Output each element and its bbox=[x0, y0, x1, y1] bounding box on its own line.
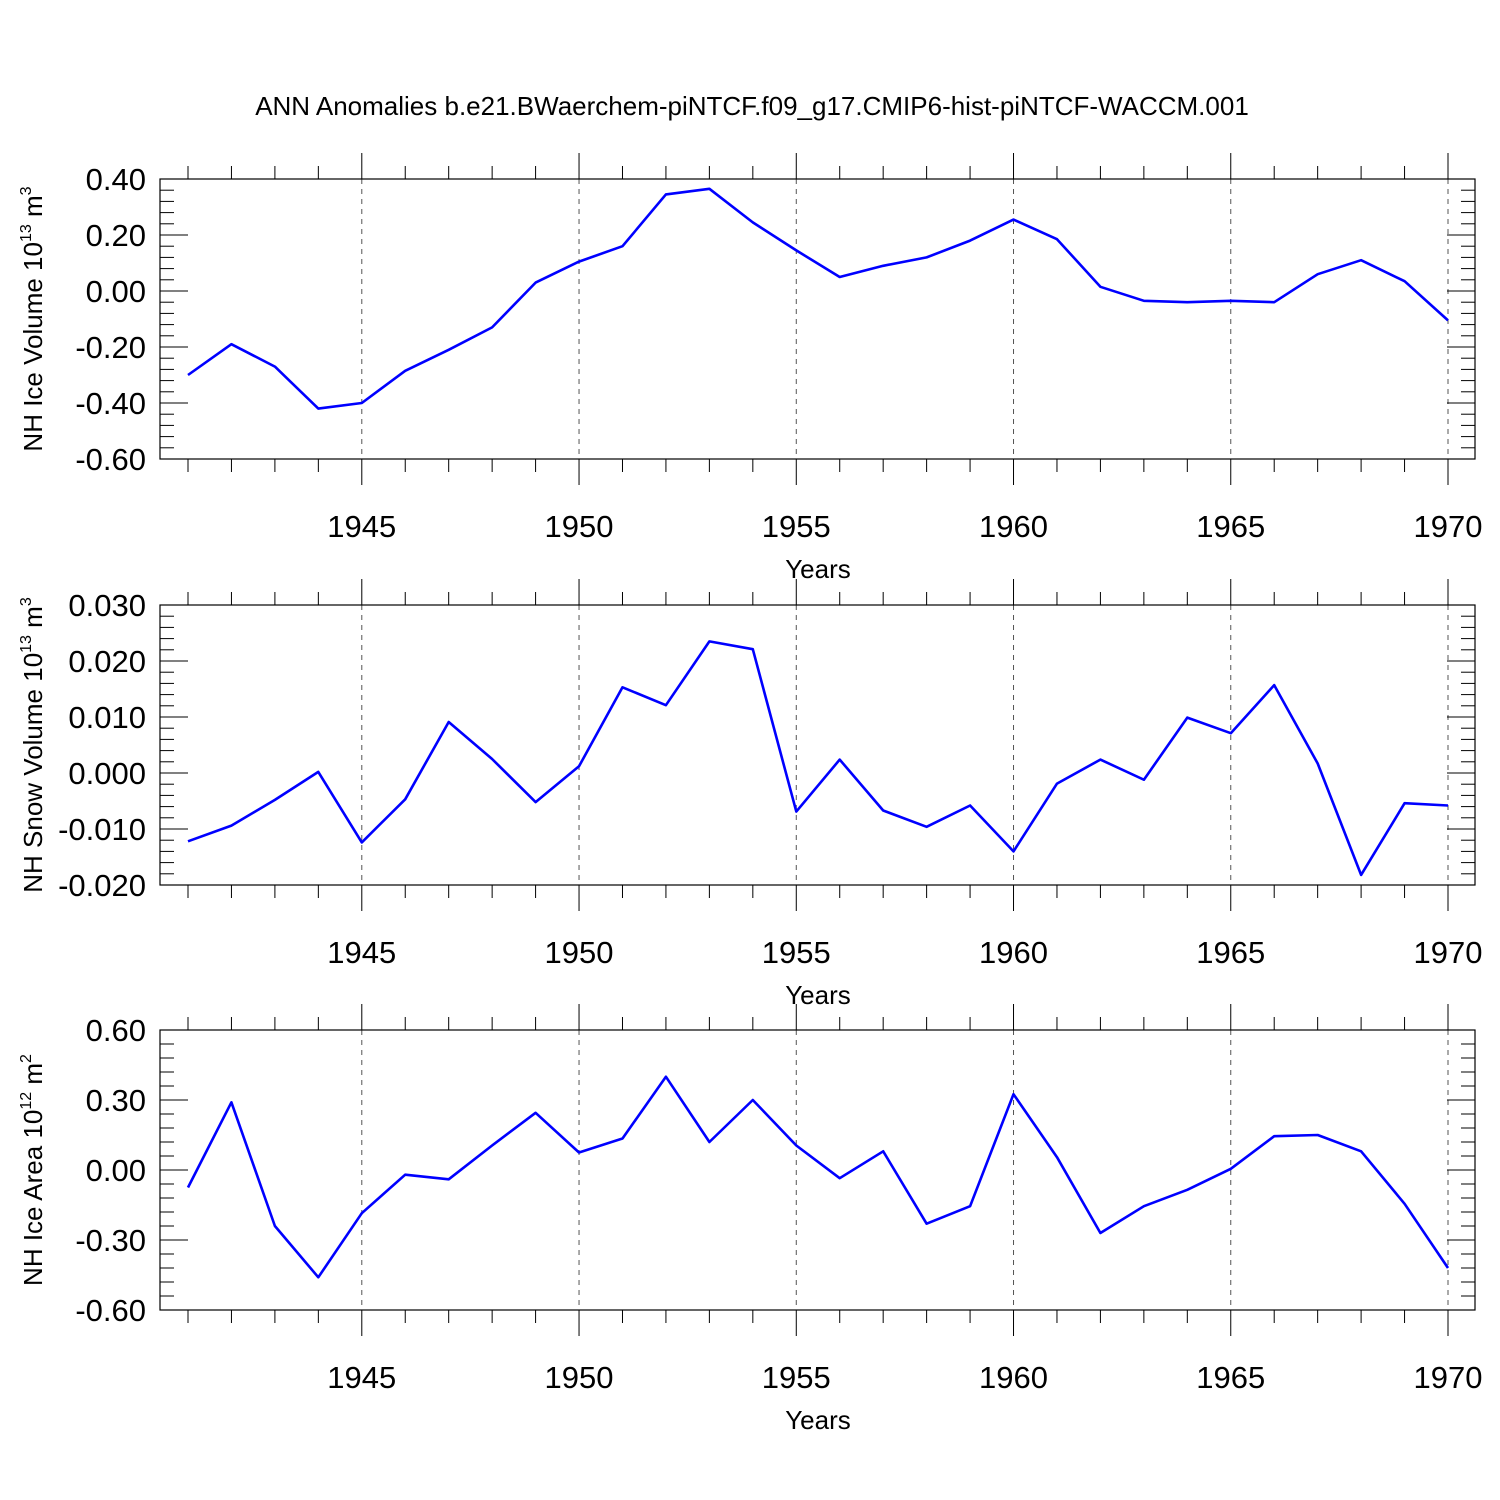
y-tick-label: -0.020 bbox=[58, 868, 146, 903]
y-tick-label: 0.020 bbox=[68, 644, 146, 679]
chart-title: ANN Anomalies b.e21.BWaerchem-piNTCF.f09… bbox=[255, 91, 1249, 121]
x-tick-label: 1970 bbox=[1414, 509, 1483, 544]
panel-snow-volume: 1945 1950 1955 1960 1965 1970 Years -0.020 -0.01… bbox=[18, 579, 1482, 1010]
series-line-ice-volume bbox=[187, 187, 1449, 410]
y-tick-label: -0.20 bbox=[75, 330, 146, 365]
x-tick-label: 1945 bbox=[327, 509, 396, 544]
x-axis-label: Years bbox=[785, 980, 851, 1010]
y-tick-label: 0.40 bbox=[86, 162, 146, 197]
series-line-ice-area bbox=[186, 1075, 1450, 1279]
x-tick-label: 1960 bbox=[979, 1360, 1048, 1395]
y-axis-label: NH Snow Volume 1013 m3 bbox=[18, 597, 48, 893]
y-tick-label: 0.60 bbox=[86, 1013, 146, 1048]
series-line-snow-volume bbox=[187, 640, 1449, 877]
chart-panels: 1945 1950 1955 1960 1965 1970 Years -0.60 -0.40 -… bbox=[18, 153, 1482, 1435]
x-tick-label: 1950 bbox=[545, 509, 614, 544]
x-axis-label: Years bbox=[785, 554, 851, 584]
y-tick-label: 0.000 bbox=[68, 756, 146, 791]
x-tick-label: 1955 bbox=[762, 1360, 831, 1395]
x-tick-label: 1955 bbox=[762, 935, 831, 970]
y-tick-label: -0.40 bbox=[75, 386, 146, 421]
y-tick-label: -0.60 bbox=[75, 442, 146, 477]
y-tick-label: -0.60 bbox=[75, 1293, 146, 1328]
y-tick-label: 0.010 bbox=[68, 700, 146, 735]
x-tick-label: 1970 bbox=[1414, 935, 1483, 970]
y-tick-label: 0.030 bbox=[68, 588, 146, 623]
y-axis-label: NH Ice Area 1012 m2 bbox=[18, 1054, 48, 1286]
y-tick-label: -0.010 bbox=[58, 812, 146, 847]
x-tick-label: 1945 bbox=[327, 935, 396, 970]
x-tick-label: 1965 bbox=[1196, 935, 1265, 970]
x-axis-label: Years bbox=[785, 1405, 851, 1435]
x-tick-label: 1965 bbox=[1196, 1360, 1265, 1395]
y-axis-label: NH Ice Volume 1013 m3 bbox=[18, 186, 48, 451]
plot-frame bbox=[159, 604, 1476, 886]
y-tick-label: -0.30 bbox=[75, 1223, 146, 1258]
plot-frame bbox=[159, 178, 1476, 460]
x-tick-label: 1950 bbox=[545, 935, 614, 970]
x-tick-label: 1965 bbox=[1196, 509, 1265, 544]
x-tick-label: 1960 bbox=[979, 935, 1048, 970]
panel-ice-volume: 1945 1950 1955 1960 1965 1970 Years -0.60 -0.40 -… bbox=[18, 153, 1482, 584]
x-tick-label: 1970 bbox=[1414, 1360, 1483, 1395]
y-tick-label: 0.20 bbox=[86, 218, 146, 253]
y-tick-label: 0.00 bbox=[86, 1153, 146, 1188]
x-tick-label: 1955 bbox=[762, 509, 831, 544]
x-tick-label: 1960 bbox=[979, 509, 1048, 544]
x-tick-label: 1945 bbox=[327, 1360, 396, 1395]
x-tick-label: 1950 bbox=[545, 1360, 614, 1395]
y-tick-label: 0.00 bbox=[86, 274, 146, 309]
panel-ice-area: 1945 1950 1955 1960 1965 1970 Years -0.60 -0.30 0… bbox=[18, 1004, 1482, 1435]
y-tick-label: 0.30 bbox=[86, 1083, 146, 1118]
